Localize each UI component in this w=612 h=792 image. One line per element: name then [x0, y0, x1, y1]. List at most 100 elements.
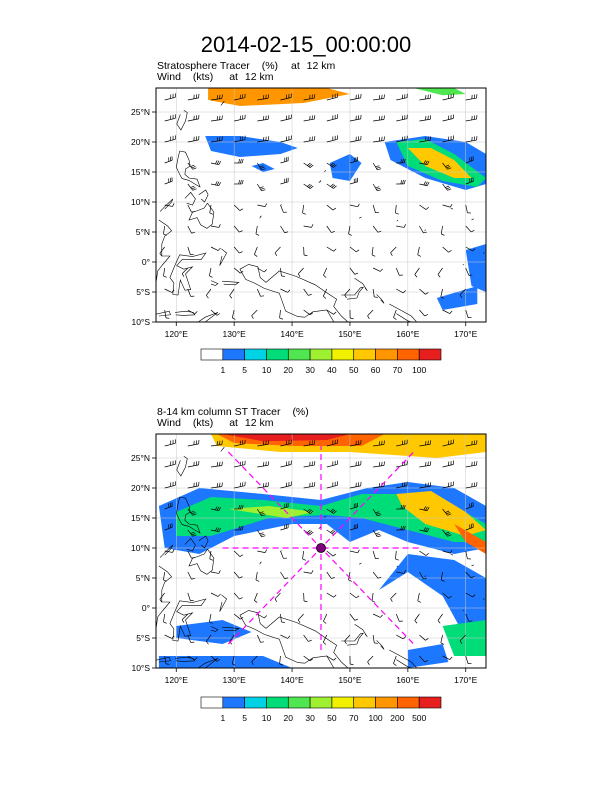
wind-barb [187, 246, 194, 255]
wind-barb [164, 203, 175, 207]
panel2-title-line1: 8-14 km column ST Tracer (%) [157, 407, 309, 418]
wind-barb [297, 267, 304, 278]
wind-barb [349, 523, 358, 531]
colorbar-swatch [353, 696, 376, 709]
panel1-title-var: Stratosphere Tracer [157, 60, 250, 72]
wind-barb [187, 460, 200, 468]
wind-barb [349, 246, 360, 253]
coastline [359, 562, 362, 565]
wind-barb [419, 309, 429, 317]
wind-barb [302, 550, 306, 561]
wind-barb [233, 613, 244, 620]
y-tick-label: 20°N [131, 483, 150, 493]
wind-barb [210, 482, 223, 489]
map-background [156, 88, 486, 322]
wind-barb [210, 527, 221, 533]
wind-barb [274, 592, 281, 602]
panel2-title-line2: Wind (kts) at 12 km [157, 418, 273, 429]
wind-barb [323, 613, 328, 624]
colorbar-swatch [244, 696, 267, 709]
panel1-wind-units: (kts) [192, 71, 214, 83]
wind-barb [326, 309, 337, 315]
wind-barb [396, 525, 406, 531]
wind-barb [326, 571, 335, 579]
wind-barb [297, 613, 304, 624]
wind-barb [164, 523, 173, 531]
wind-barb [326, 550, 337, 557]
wind-barb [164, 502, 173, 510]
wind-barb [210, 440, 223, 447]
tracer-region [329, 154, 362, 181]
wind-barb [372, 225, 382, 233]
wind-barb [280, 177, 289, 185]
x-tick-label: 130°E [223, 329, 247, 339]
map-content [156, 88, 486, 322]
wind-barb [210, 506, 221, 512]
coastline [219, 594, 227, 612]
colorbar-swatch [331, 348, 355, 361]
wind-barb [233, 550, 244, 557]
y-tick-label: 15°N [131, 513, 150, 523]
wind-barb [349, 502, 358, 510]
wind-barb [442, 592, 452, 599]
wind-barb [303, 529, 314, 535]
coastline [197, 658, 219, 668]
wind-barb [419, 634, 429, 641]
wind-barb [396, 93, 408, 101]
colorbar-swatch [287, 348, 311, 361]
wind-barb [210, 655, 221, 662]
wind-barb [465, 177, 474, 185]
wind-barb [326, 460, 338, 468]
panel2-wind-level: 12 km [244, 417, 274, 429]
wind-barb [210, 461, 223, 468]
wind-barb [233, 225, 243, 233]
wind-barb [303, 440, 316, 447]
tracer-region [407, 148, 472, 178]
coastline [424, 575, 427, 578]
wind-barb [280, 460, 292, 468]
colorbar-label: 70 [349, 713, 359, 723]
wind-barb [393, 655, 397, 666]
wind-barb [349, 439, 362, 447]
colorbar-label: 50 [327, 713, 337, 723]
x-tick-label: 150°E [338, 329, 362, 339]
wind-barb [187, 529, 197, 537]
coastline [159, 544, 174, 558]
panel1-wind-at: at [229, 71, 238, 83]
wind-barb [280, 156, 289, 164]
map-frame [155, 87, 487, 323]
wind-barb [348, 571, 352, 582]
wind-barb [465, 550, 471, 560]
wind-barb [164, 439, 176, 447]
tracer-region [465, 244, 486, 292]
wind-barb [326, 93, 338, 101]
colorbar-swatch [222, 696, 245, 709]
coastline [156, 656, 171, 663]
wind-barb [396, 224, 406, 228]
wind-barb [459, 288, 466, 298]
wind-barb [442, 246, 452, 253]
wind-barb [372, 288, 378, 298]
wind-barb [373, 94, 385, 101]
wind-barb [274, 246, 281, 256]
wind-barb [279, 309, 283, 320]
wind-barb [303, 482, 316, 489]
wind-barb [465, 246, 476, 252]
colorbar-swatch [309, 696, 333, 709]
wind-barb [465, 482, 478, 489]
wind-barb [417, 246, 421, 257]
wind-barb [419, 115, 432, 122]
coastline [239, 264, 349, 322]
coastline [396, 219, 399, 222]
y-tick-label: 25°N [131, 107, 150, 117]
colorbar-label: 100 [412, 365, 426, 375]
wind-barb [367, 309, 374, 319]
wind-barb [257, 508, 266, 517]
coastline [471, 218, 474, 221]
wind-barb [326, 183, 337, 189]
wind-barb [234, 504, 244, 510]
wind-barb [396, 634, 406, 640]
coastline [259, 215, 262, 219]
wind-barb [326, 162, 337, 168]
coastline [221, 626, 240, 632]
